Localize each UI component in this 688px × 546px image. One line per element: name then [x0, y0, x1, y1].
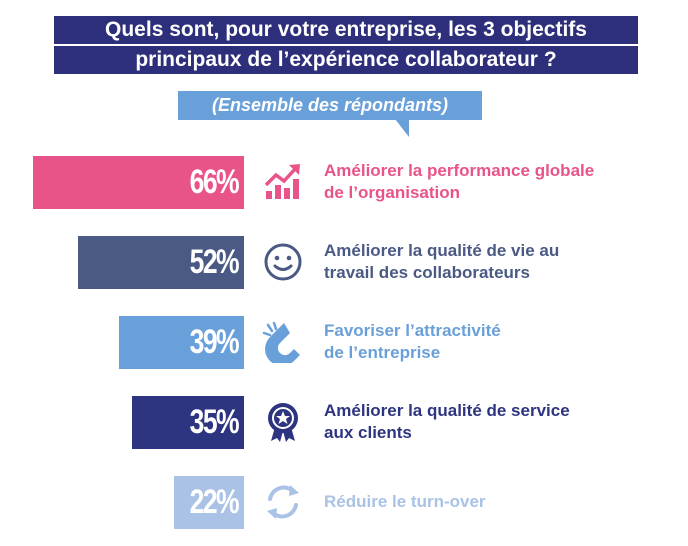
category-label: Réduire le turn-over	[324, 491, 654, 513]
award-ribbon-icon	[262, 401, 304, 443]
bar-3: 39%	[119, 316, 244, 369]
smiley-icon	[262, 241, 304, 283]
category-label: Améliorer la qualité de vie au travail de…	[324, 240, 654, 284]
magnet-icon	[262, 320, 304, 366]
chart-title-line-2: principaux de l’expérience collaborateur…	[54, 46, 638, 74]
bar-5: 22%	[174, 476, 244, 529]
bar-4: 35%	[132, 396, 244, 449]
category-label-line: Améliorer la qualité de vie au	[324, 241, 560, 260]
chart-title-line-1: Quels sont, pour votre entreprise, les 3…	[54, 16, 638, 44]
category-label-line: Améliorer la qualité de service	[324, 401, 570, 420]
bar-2: 52%	[78, 236, 244, 289]
category-label-line: Améliorer la performance globale	[324, 161, 595, 180]
category-label-line: Favoriser l’attractivité	[324, 321, 501, 340]
category-label-line: aux clients	[324, 423, 412, 442]
category-label: Améliorer la qualité de service aux clien…	[324, 400, 654, 444]
category-label: Favoriser l’attractivité de l’entreprise	[324, 320, 654, 364]
bar-value-label: 39%	[189, 323, 240, 361]
category-label-line: de l’entreprise	[324, 343, 441, 362]
category-label-line: Réduire le turn-over	[324, 492, 486, 511]
bar-value-label: 66%	[189, 163, 240, 201]
bar-1: 66%	[33, 156, 244, 209]
subtitle-pointer	[395, 119, 409, 137]
chart-growth-icon	[262, 161, 304, 203]
category-label: Améliorer la performance globale de l’org…	[324, 160, 654, 204]
bar-value-label: 22%	[189, 483, 240, 521]
category-label-line: travail des collaborateurs	[324, 263, 530, 282]
bar-value-label: 52%	[189, 243, 240, 281]
refresh-cycle-icon	[262, 481, 304, 523]
chart-subtitle: (Ensemble des répondants)	[178, 91, 482, 120]
bar-value-label: 35%	[189, 403, 240, 441]
category-label-line: de l’organisation	[324, 183, 461, 202]
